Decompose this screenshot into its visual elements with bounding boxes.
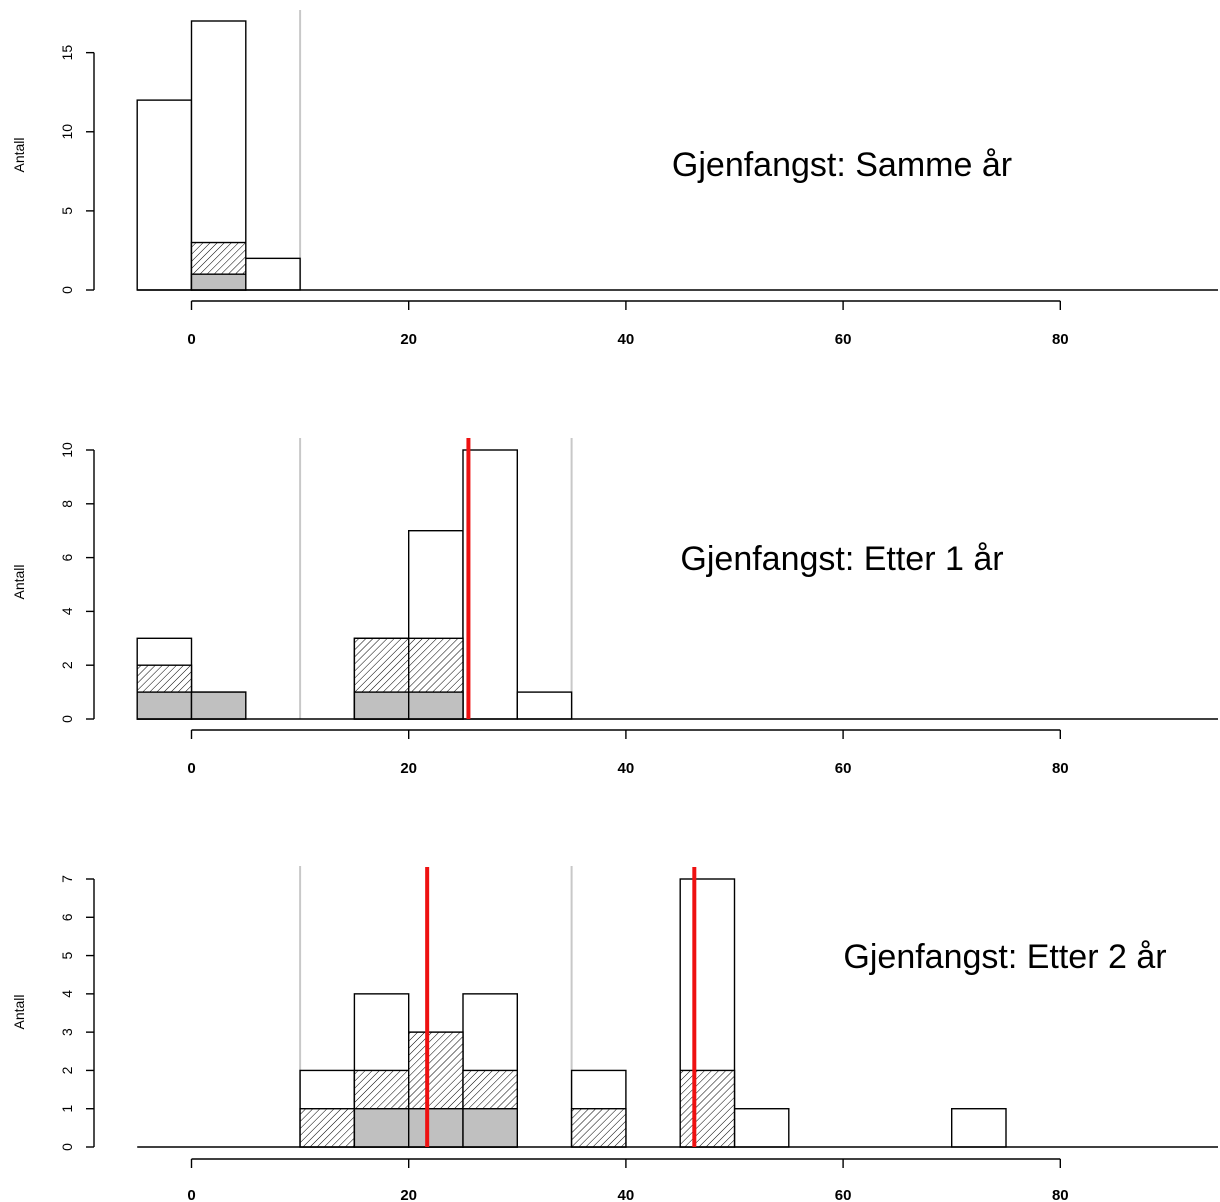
- panel-after-1-year: Antall 0 20 40 60 80 0 2 4 6 8 10 Gjenfangst: Ette…: [11, 438, 1218, 777]
- bar-grey: [353, 691, 410, 720]
- bar-grey: [408, 1108, 464, 1148]
- y-tick-label: 0: [59, 1143, 75, 1151]
- x-tick-label: 40: [618, 760, 635, 777]
- y-tick-label: 6: [59, 913, 75, 921]
- panel-after-2-years: Antall 0 20 40 60 80 0 1 2 3 4 5 6 7 Gjenfangst: Ett…: [11, 866, 1218, 1202]
- x-tick-label: 40: [618, 331, 635, 348]
- x-tick-label: 0: [187, 760, 195, 777]
- x-tick-label: 0: [187, 1187, 195, 1202]
- bar-grey: [353, 1108, 410, 1148]
- y-tick-label: 5: [59, 951, 75, 959]
- bar-grey: [190, 691, 247, 720]
- y-tick-label: 2: [59, 661, 75, 669]
- y-axis-label: Antall: [11, 137, 27, 172]
- y-tick-label: 0: [59, 715, 75, 723]
- y-tick-label: 10: [59, 442, 75, 458]
- y-tick-label: 4: [59, 607, 75, 615]
- bar-hatched: [679, 1069, 736, 1148]
- axes: 0 20 40 60 80 0 1 2 3 4 5 6 7: [59, 875, 1069, 1202]
- x-tick-label: 0: [187, 331, 195, 348]
- x-tick-label: 20: [400, 1187, 417, 1202]
- bar-total: [733, 1108, 790, 1148]
- x-tick-label: 60: [835, 760, 852, 777]
- bar-grey: [136, 691, 193, 720]
- x-tick-label: 20: [400, 331, 417, 348]
- y-tick-label: 7: [59, 875, 75, 883]
- y-tick-label: 10: [59, 124, 75, 140]
- panel-same-year: Antall 0 20 40 60 80 0 5 10 15 Gjenfangst: Samme…: [11, 10, 1218, 348]
- axes: 0 20 40 60 80 0 5 10 15: [59, 45, 1069, 348]
- y-tick-label: 15: [59, 45, 75, 61]
- panel-title: Gjenfangst: Samme år: [672, 146, 1012, 184]
- histogram-bars: [136, 10, 1218, 291]
- bar-total: [516, 691, 573, 720]
- bar-total: [245, 257, 301, 291]
- y-tick-label: 8: [59, 500, 75, 508]
- x-tick-label: 20: [400, 760, 417, 777]
- y-axis-label: Antall: [11, 564, 27, 599]
- bar-total: [951, 1108, 1007, 1148]
- histogram-bars: [137, 866, 1218, 1148]
- bar-grey: [190, 273, 247, 291]
- x-tick-label: 40: [618, 1187, 635, 1202]
- y-tick-label: 1: [59, 1105, 75, 1113]
- y-tick-label: 0: [59, 286, 75, 294]
- bar-hatched: [570, 1108, 627, 1148]
- panel-title: Gjenfangst: Etter 2 år: [843, 938, 1166, 976]
- histogram-bars: [136, 438, 1218, 720]
- bar-hatched: [299, 1108, 356, 1148]
- bar-total: [136, 99, 193, 291]
- x-tick-label: 80: [1052, 1187, 1069, 1202]
- axes: 0 20 40 60 80 0 2 4 6 8 10: [59, 442, 1069, 777]
- bar-grey: [408, 691, 464, 720]
- x-tick-label: 80: [1052, 760, 1069, 777]
- y-tick-label: 3: [59, 1028, 75, 1036]
- bar-grey: [462, 1108, 518, 1148]
- bar-total: [462, 449, 518, 720]
- y-tick-label: 2: [59, 1066, 75, 1074]
- x-tick-label: 60: [835, 1187, 852, 1202]
- y-tick-label: 6: [59, 553, 75, 561]
- y-axis-label: Antall: [11, 994, 27, 1029]
- x-tick-label: 60: [835, 331, 852, 348]
- y-tick-label: 5: [59, 207, 75, 215]
- x-tick-label: 80: [1052, 331, 1069, 348]
- panel-title: Gjenfangst: Etter 1 år: [680, 540, 1003, 578]
- y-tick-label: 4: [59, 990, 75, 998]
